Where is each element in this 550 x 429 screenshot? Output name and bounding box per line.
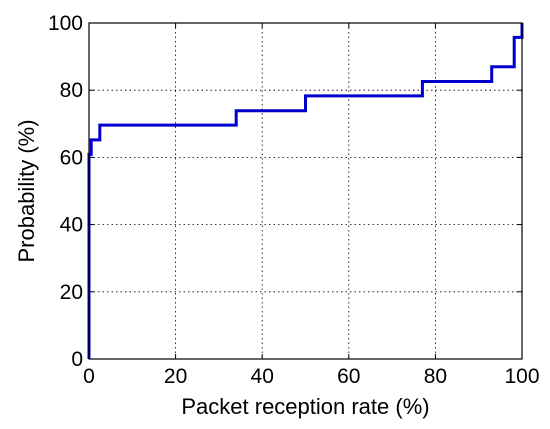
x-axis-label: Packet reception rate (%) (181, 394, 429, 419)
x-tick-label: 60 (337, 365, 360, 388)
x-tick-label: 0 (83, 365, 95, 388)
plot-frame (88, 22, 523, 360)
x-tick-label: 20 (164, 365, 187, 388)
x-tick-label: 80 (424, 365, 447, 388)
y-tick-label: 100 (48, 12, 83, 35)
ticks: 0 20 40 60 80 100 0 20 40 60 80 100 (48, 12, 540, 388)
y-tick-label: 60 (60, 146, 83, 169)
grid (89, 23, 522, 359)
y-tick-label: 0 (71, 348, 83, 371)
y-tick-label: 40 (60, 214, 83, 237)
series-line (87, 23, 524, 359)
x-tick-label: 100 (504, 365, 539, 388)
y-tick-label: 80 (60, 79, 83, 102)
y-tick-label: 20 (60, 281, 83, 304)
x-tick-label: 40 (251, 365, 274, 388)
series-layer (87, 23, 524, 359)
y-axis-label: Probability (%) (14, 119, 39, 262)
